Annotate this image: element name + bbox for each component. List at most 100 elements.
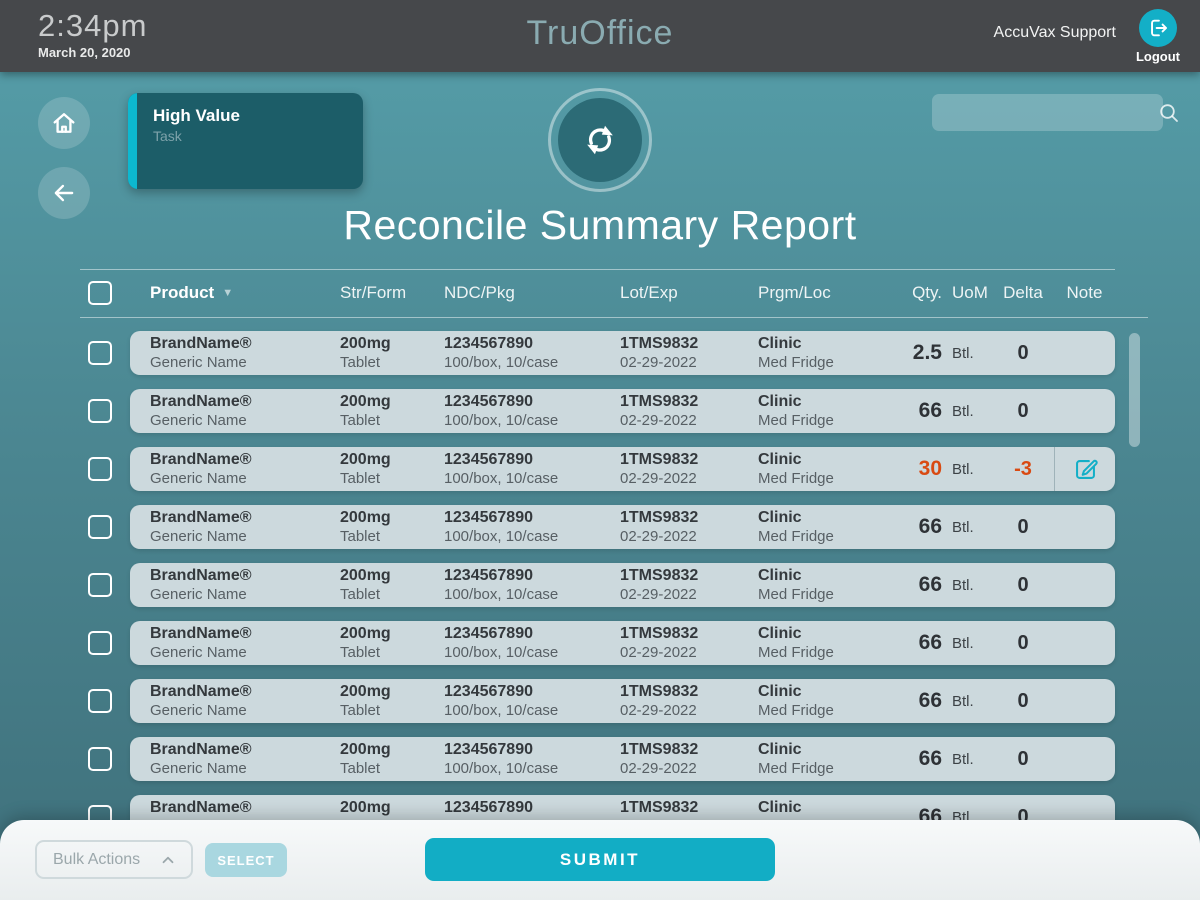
column-header-prgm-loc: Prgm/Loc: [758, 283, 831, 302]
column-header-delta: Delta: [1003, 283, 1043, 302]
column-header-uom: UoM: [952, 283, 988, 302]
prgm-loc-cell: Clinic Med Fridge: [758, 508, 834, 545]
qty-cell: 66: [918, 573, 942, 596]
brand-name: BrandName®: [150, 392, 252, 410]
brand-name: BrandName®: [150, 624, 252, 642]
brand-name: BrandName®: [150, 508, 252, 526]
brand-name: BrandName®: [150, 334, 252, 352]
table-row: BrandName® Generic Name 200mg Tablet 123…: [0, 679, 1200, 723]
bulk-actions-dropdown[interactable]: Bulk Actions: [35, 840, 193, 879]
row-card[interactable]: BrandName® Generic Name 200mg Tablet 123…: [130, 505, 1115, 549]
task-badge[interactable]: High Value Task: [128, 93, 363, 189]
search-input[interactable]: [932, 94, 1157, 131]
table-row: BrandName® Generic Name 200mg Tablet 123…: [0, 563, 1200, 607]
ndc-pkg-cell: 1234567890 100/box, 10/case: [444, 392, 559, 429]
prgm-loc-cell: Clinic Med Fridge: [758, 392, 834, 429]
row-card[interactable]: BrandName® Generic Name 200mg Tablet 123…: [130, 389, 1115, 433]
select-all-checkbox[interactable]: [88, 281, 112, 305]
str-form-cell: 200mg Tablet: [340, 740, 391, 777]
column-header-str-form: Str/Form: [340, 283, 407, 302]
generic-name: Generic Name: [150, 701, 247, 719]
uom-cell: Btl.: [952, 750, 974, 768]
qty-cell: 66: [918, 515, 942, 538]
logout[interactable]: Logout: [1136, 8, 1180, 64]
table-row: BrandName® Generic Name 200mg Tablet 123…: [0, 505, 1200, 549]
brand-name: BrandName®: [150, 798, 252, 816]
edit-note-button[interactable]: [1072, 456, 1099, 483]
row-card[interactable]: BrandName® Generic Name 200mg Tablet 123…: [130, 679, 1115, 723]
product-cell: BrandName® Generic Name: [150, 393, 340, 430]
str-form-cell: 200mg Tablet: [340, 682, 391, 719]
qty-cell: 30: [918, 457, 942, 480]
row-checkbox[interactable]: [88, 747, 112, 771]
table-top-rule: [80, 269, 1115, 270]
row-card[interactable]: BrandName® Generic Name 200mg Tablet 123…: [130, 621, 1115, 665]
lot-exp-cell: 1TMS9832 02-29-2022: [620, 682, 699, 719]
row-checkbox[interactable]: [88, 457, 112, 481]
product-cell: BrandName® Generic Name: [150, 509, 340, 546]
clock: 2:34pm March 20, 2020: [38, 8, 147, 60]
page-title: Reconcile Summary Report: [343, 202, 857, 248]
ndc-pkg-cell: 1234567890 100/box, 10/case: [444, 334, 559, 371]
product-cell: BrandName® Generic Name: [150, 625, 340, 662]
row-checkbox[interactable]: [88, 399, 112, 423]
ndc-pkg-cell: 1234567890 100/box, 10/case: [444, 450, 559, 487]
delta-cell: 0: [1017, 631, 1029, 654]
task-badge-title: High Value: [153, 106, 240, 125]
search-box: [932, 94, 1178, 131]
qty-cell: 66: [918, 747, 942, 770]
back-button[interactable]: [38, 167, 90, 219]
ndc-pkg-cell: 1234567890 100/box, 10/case: [444, 624, 559, 661]
table-body: BrandName® Generic Name 200mg Tablet 123…: [0, 331, 1200, 839]
prgm-loc-cell: Clinic Med Fridge: [758, 334, 834, 371]
row-checkbox[interactable]: [88, 573, 112, 597]
row-card[interactable]: BrandName® Generic Name 200mg Tablet 123…: [130, 563, 1115, 607]
row-checkbox[interactable]: [88, 515, 112, 539]
prgm-loc-cell: Clinic Med Fridge: [758, 740, 834, 777]
row-card[interactable]: BrandName® Generic Name 200mg Tablet 123…: [130, 447, 1115, 491]
delta-cell: 0: [1017, 515, 1029, 538]
sort-caret-icon: ▼: [222, 287, 234, 299]
action-bar: Bulk Actions SELECT SUBMIT: [0, 820, 1200, 900]
chevron-up-icon: [159, 851, 177, 869]
home-icon: [50, 109, 78, 137]
bulk-actions-label: Bulk Actions: [53, 850, 141, 868]
qty-cell: 66: [918, 631, 942, 654]
refresh-button[interactable]: [548, 88, 652, 192]
uom-cell: Btl.: [952, 634, 974, 652]
row-card[interactable]: BrandName® Generic Name 200mg Tablet 123…: [130, 737, 1115, 781]
lot-exp-cell: 1TMS9832 02-29-2022: [620, 566, 699, 603]
row-checkbox[interactable]: [88, 341, 112, 365]
row-checkbox[interactable]: [88, 631, 112, 655]
lot-exp-cell: 1TMS9832 02-29-2022: [620, 450, 699, 487]
main-content: High Value Task Reconcile Summary Report: [0, 72, 1200, 900]
generic-name: Generic Name: [150, 643, 247, 661]
row-checkbox[interactable]: [88, 689, 112, 713]
column-header-product[interactable]: Product ▼: [150, 283, 234, 302]
delta-cell: 0: [1017, 341, 1029, 364]
product-cell: BrandName® Generic Name: [150, 335, 340, 372]
column-header-note: Note: [1066, 283, 1103, 302]
logout-button[interactable]: [1138, 8, 1177, 47]
generic-name: Generic Name: [150, 469, 247, 487]
delta-cell: 0: [1017, 805, 1029, 828]
product-cell: BrandName® Generic Name: [150, 567, 340, 604]
str-form-cell: 200mg Tablet: [340, 566, 391, 603]
table-header-rule: [80, 317, 1148, 318]
uom-cell: Btl.: [952, 518, 974, 536]
table-row: BrandName® Generic Name 200mg Tablet 123…: [0, 447, 1200, 491]
home-button[interactable]: [38, 97, 90, 149]
select-button[interactable]: SELECT: [205, 843, 287, 877]
back-arrow-icon: [51, 180, 77, 206]
row-card[interactable]: BrandName® Generic Name 200mg Tablet 123…: [130, 331, 1115, 375]
search-icon[interactable]: [1157, 101, 1181, 125]
uom-cell: Btl.: [952, 692, 974, 710]
submit-button[interactable]: SUBMIT: [425, 838, 775, 881]
delta-cell: 0: [1017, 747, 1029, 770]
product-cell: BrandName® Generic Name: [150, 451, 340, 488]
prgm-loc-cell: Clinic Med Fridge: [758, 450, 834, 487]
delta-cell: 0: [1017, 399, 1029, 422]
scrollbar-thumb[interactable]: [1129, 333, 1140, 447]
task-badge-subtitle: Task: [153, 128, 182, 144]
qty-cell: 66: [918, 689, 942, 712]
